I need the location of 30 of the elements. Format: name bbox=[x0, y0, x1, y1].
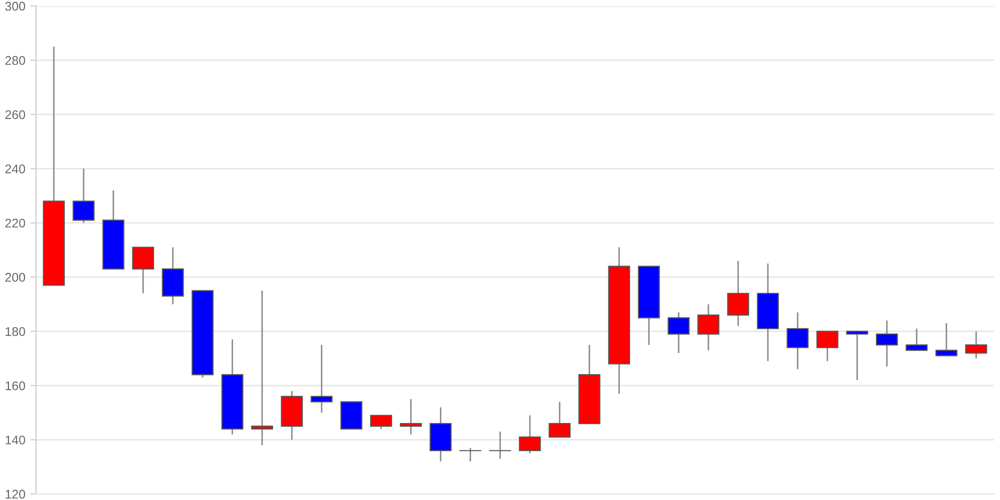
candlestick bbox=[459, 447, 482, 462]
candlestick bbox=[935, 322, 958, 356]
y-tick-label: 220 bbox=[5, 218, 26, 228]
candlestick bbox=[548, 401, 571, 438]
candlestick bbox=[668, 312, 690, 354]
candlestick bbox=[251, 290, 274, 446]
candlestick bbox=[816, 330, 838, 362]
candlestick bbox=[310, 344, 333, 414]
candlestick bbox=[876, 320, 898, 368]
candlestick bbox=[518, 414, 541, 454]
candlestick bbox=[786, 312, 809, 370]
candlestick bbox=[72, 168, 95, 224]
candlestick bbox=[132, 246, 154, 294]
candlestick bbox=[697, 304, 720, 352]
y-tick-label: 180 bbox=[6, 327, 26, 336]
y-tick-label: 240 bbox=[5, 164, 26, 174]
y-tick-label: 200 bbox=[5, 272, 26, 282]
y-tick-label: 280 bbox=[5, 56, 26, 65]
candlestick bbox=[965, 330, 988, 360]
candlestick bbox=[370, 414, 392, 430]
y-tick-label: 300 bbox=[5, 2, 26, 11]
candlestick bbox=[727, 260, 750, 327]
y-tick-label: 140 bbox=[6, 436, 26, 444]
y-tick-label: 260 bbox=[5, 110, 26, 120]
candlestick bbox=[489, 430, 512, 460]
y-tick-label: 120 bbox=[6, 490, 26, 499]
candlestick bbox=[846, 330, 868, 381]
candlestick bbox=[400, 398, 422, 436]
candlestick bbox=[906, 328, 928, 352]
y-tick-label: 160 bbox=[6, 381, 26, 390]
